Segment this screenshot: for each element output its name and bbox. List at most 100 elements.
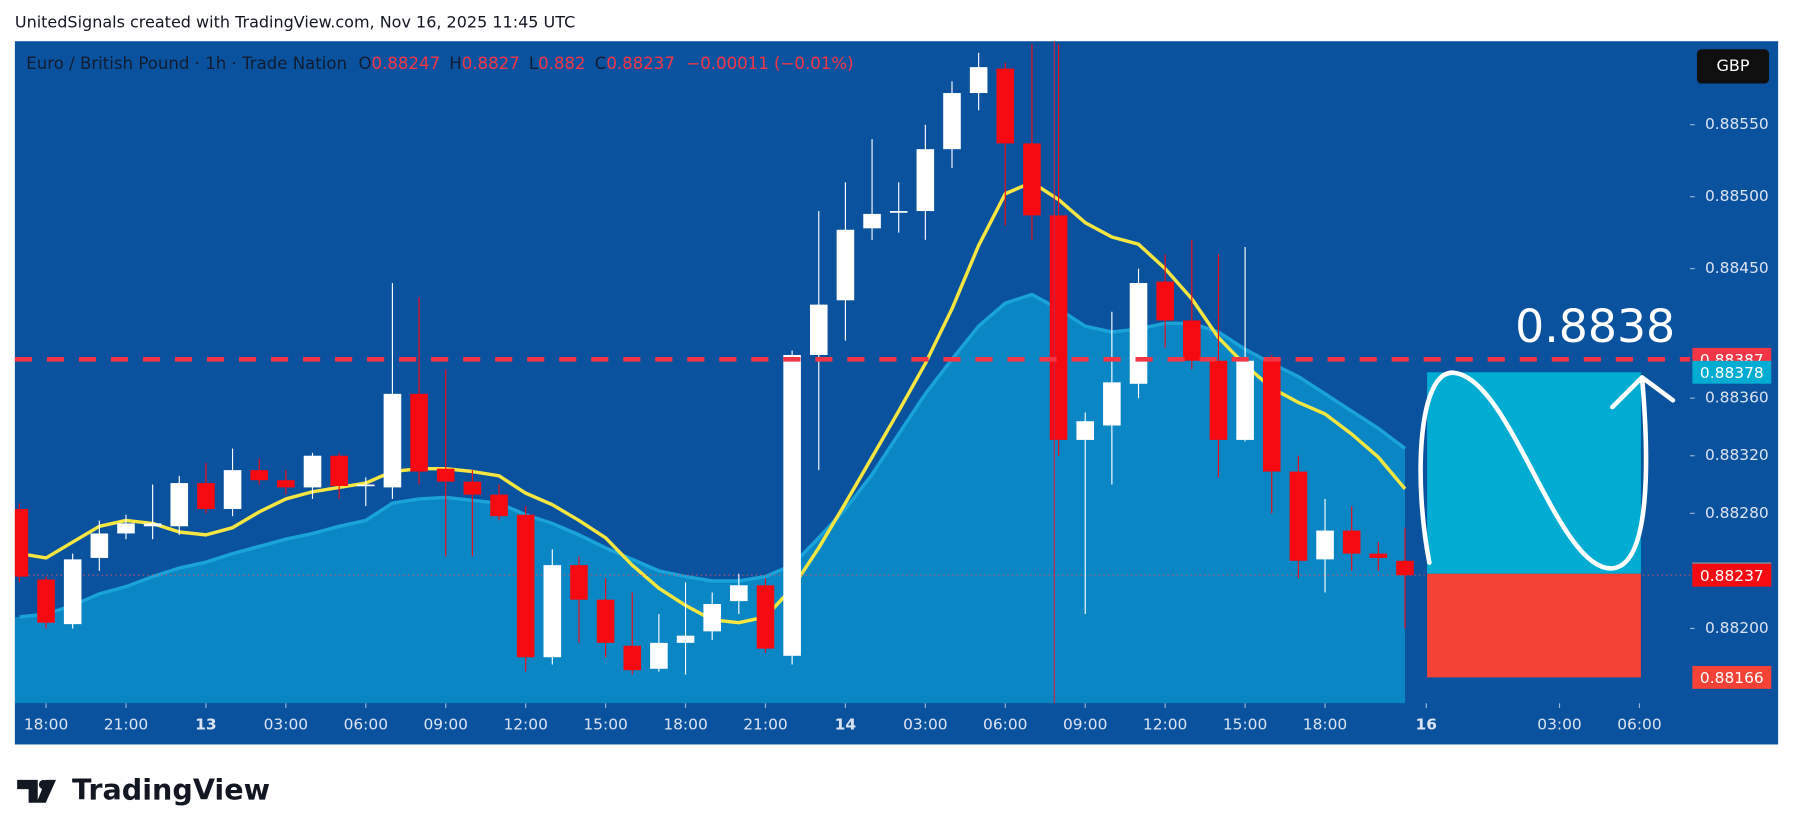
x-tick-label: 14 — [835, 716, 857, 734]
candle-body — [623, 645, 642, 671]
legend: Euro / British Pound · 1h · Trade Nation… — [26, 54, 853, 73]
candle-body — [14, 508, 29, 577]
legend-item: 0.88237 — [606, 54, 675, 73]
candle-body — [863, 213, 881, 229]
candle-body — [1289, 471, 1308, 561]
candle-body — [250, 470, 269, 481]
x-tick-label: 06:00 — [344, 716, 388, 734]
stop-zone — [1427, 573, 1641, 678]
legend-item: L — [529, 54, 539, 73]
legend-item: H — [449, 54, 461, 73]
legend-item: 0.882 — [538, 54, 585, 73]
price-tag — [1692, 360, 1772, 384]
x-tick-label: 18:00 — [1303, 716, 1347, 734]
candle-body — [543, 565, 562, 658]
candle-body — [277, 480, 295, 488]
x-tick-label: 03:00 — [903, 716, 947, 734]
candle-body — [676, 635, 695, 643]
currency[interactable]: GBP — [1716, 56, 1749, 75]
candle-body — [809, 304, 828, 355]
y-tick-label: 0.88550 — [1705, 115, 1769, 133]
x-tick-label: 12:00 — [503, 716, 547, 734]
x-tick-label: 21:00 — [743, 716, 787, 734]
candle-body — [596, 599, 615, 643]
candle-body — [90, 533, 109, 558]
candle-body — [197, 483, 215, 509]
x-tick-label: 21:00 — [104, 716, 148, 734]
candle-body — [223, 470, 242, 509]
candle-body — [1049, 215, 1068, 440]
candle-body — [436, 468, 455, 482]
x-tick-label: 18:00 — [663, 716, 707, 734]
x-tick-label: 06:00 — [983, 716, 1027, 734]
candle-body — [117, 523, 135, 534]
legend-item: C — [595, 54, 607, 73]
candle-body — [756, 585, 775, 649]
candle-body — [1369, 553, 1388, 558]
logo-dot — [38, 779, 49, 790]
legend-item: −0.00011 (−0.01%) — [686, 54, 853, 73]
candle-body — [916, 149, 935, 212]
x-tick-label: 13 — [195, 716, 216, 734]
y-tick-label: 0.88200 — [1705, 619, 1769, 637]
x-tick-label: 12:00 — [1143, 716, 1187, 734]
x-tick-label: 06:00 — [1617, 716, 1661, 734]
candle-body — [1129, 283, 1148, 384]
candle-body — [650, 642, 668, 669]
candle-body — [303, 455, 322, 488]
candle-body — [1262, 360, 1281, 472]
x-tick-label: 16 — [1416, 716, 1437, 734]
candle-body — [1209, 360, 1228, 440]
price-tag — [1692, 665, 1772, 689]
candle-body — [356, 484, 375, 487]
candle-body — [490, 494, 508, 517]
x-tick-label: 09:00 — [424, 716, 468, 734]
x-tick-label: 03:00 — [264, 716, 308, 734]
axes: 0.88550 0.88500 0.88450 0.88360 0.88320 0.882… — [24, 115, 1772, 734]
candle-body — [63, 559, 82, 625]
y-tick-label: 0.88450 — [1705, 259, 1769, 277]
candle-body — [170, 483, 189, 527]
x-tick-label: 18:00 — [24, 716, 68, 734]
y-tick-label: 0.88360 — [1705, 389, 1769, 407]
candle-body — [969, 67, 988, 94]
overlay: 0.8838 — [14, 300, 1691, 678]
candle-body — [143, 523, 162, 527]
candle-body — [1023, 143, 1041, 216]
header: UnitedSignals created with TradingView.c… — [15, 12, 575, 31]
candle-body — [516, 514, 535, 658]
y-tick-label: 0.88500 — [1705, 187, 1769, 205]
candle-body — [943, 93, 961, 150]
currency-button[interactable] — [1696, 49, 1769, 84]
x-tick-label: 15:00 — [1223, 716, 1267, 734]
price-tag-label: 0.88166 — [1700, 669, 1764, 687]
logo: TradingView — [17, 772, 270, 806]
y-tick-label: 0.88320 — [1705, 446, 1769, 464]
candle-body — [1316, 530, 1334, 560]
candle-body — [836, 229, 855, 301]
legend-item: 0.88247 — [372, 54, 441, 73]
candle-body — [783, 354, 801, 656]
candle-body — [996, 68, 1015, 144]
legend-item: Euro / British Pound · 1h · Trade Nation — [26, 54, 347, 73]
candle-body — [1103, 382, 1121, 426]
x-tick-label: 09:00 — [1063, 716, 1107, 734]
drawing — [1418, 370, 1676, 571]
candle-body — [889, 211, 908, 213]
candle-body — [570, 565, 588, 600]
candle-body — [1342, 530, 1361, 554]
price-tag — [1692, 563, 1772, 587]
annotation: 0.8838 — [1515, 300, 1675, 353]
x-tick-label: 03:00 — [1537, 716, 1581, 734]
candle-body — [410, 393, 428, 472]
y-tick-label: 0.88280 — [1705, 504, 1769, 522]
x-tick-label: 15:00 — [583, 716, 627, 734]
candle-body — [703, 603, 721, 632]
candle-body — [383, 393, 402, 488]
candle-body — [1156, 281, 1174, 321]
logo-icon — [17, 779, 57, 803]
brand: TradingView — [72, 772, 270, 806]
candle-body — [37, 579, 55, 623]
